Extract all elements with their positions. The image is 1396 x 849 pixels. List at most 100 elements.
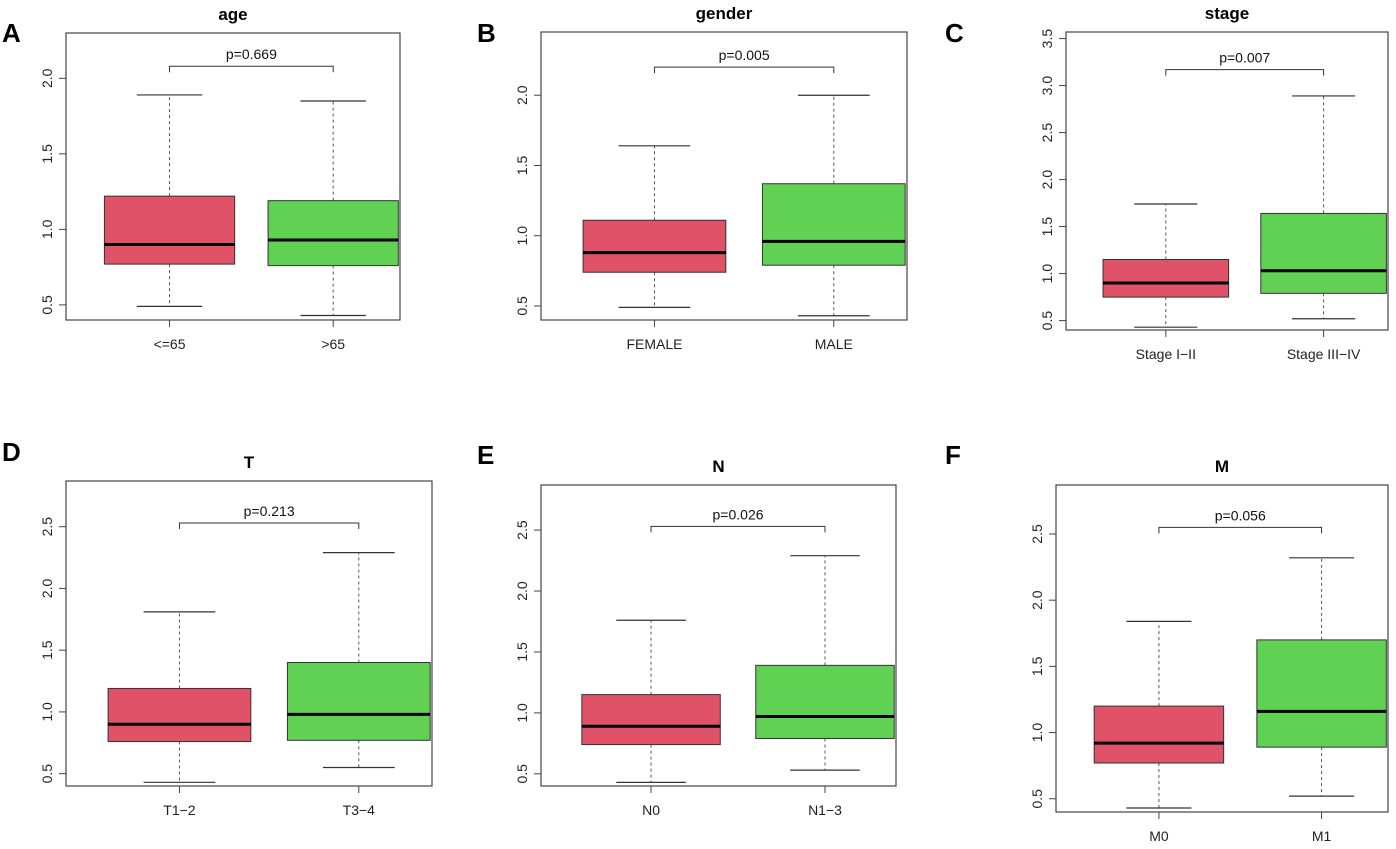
box-2 — [286, 552, 431, 769]
y-tick-label: 1.0 — [514, 226, 530, 246]
y-tick-label: 2.0 — [39, 68, 55, 88]
panel-e: E N 0.5 1.0 1.5 2.0 2.5 N0 N1−3 p=0.026 — [477, 440, 897, 818]
panel-letter: F — [945, 440, 961, 470]
x-tick-label: FEMALE — [626, 336, 682, 352]
box-2 — [761, 94, 906, 317]
pvalue-bracket — [653, 66, 835, 74]
x-tick-label: M0 — [1149, 828, 1169, 844]
y-tick-label: 0.5 — [1029, 789, 1045, 809]
y-tick-label: 2.0 — [39, 578, 55, 598]
y-tick-label: 2.0 — [514, 581, 530, 601]
box-1 — [581, 619, 721, 783]
x-tick-label: Stage I−II — [1136, 346, 1196, 362]
iqr-box — [107, 687, 252, 743]
x-tick-label: N0 — [642, 802, 660, 818]
iqr-box — [1102, 258, 1230, 298]
panel-letter: D — [2, 437, 21, 467]
y-tick-label: 2.5 — [39, 517, 55, 537]
chart-title: gender — [696, 4, 753, 23]
y-tick-label: 1.5 — [1039, 217, 1055, 237]
iqr-box — [581, 694, 721, 746]
iqr-box — [103, 195, 236, 265]
y-tick-label: 1.0 — [39, 702, 55, 722]
box-2 — [1256, 557, 1387, 797]
y-tick-label: 3.0 — [1039, 76, 1055, 96]
x-tick-label: >65 — [321, 336, 345, 352]
y-tick-label: 3.5 — [1039, 29, 1055, 49]
pvalue-label: p=0.007 — [1219, 50, 1270, 66]
iqr-box — [1260, 212, 1387, 294]
pvalue-label: p=0.669 — [226, 46, 277, 62]
pvalue-bracket — [178, 522, 360, 529]
pvalue-bracket — [650, 525, 826, 533]
pvalue-bracket — [169, 65, 334, 73]
y-tick-label: 2.0 — [1039, 170, 1055, 190]
pvalue-label: p=0.005 — [719, 47, 770, 63]
box-1 — [1093, 620, 1225, 809]
iqr-box — [267, 200, 399, 267]
plot-frame — [540, 31, 908, 321]
box-1 — [582, 145, 727, 308]
y-tick-label: 1.5 — [514, 642, 530, 662]
plot-frame — [1055, 484, 1389, 813]
iqr-box — [1093, 705, 1225, 764]
y-tick-label: 0.5 — [39, 295, 55, 315]
y-tick-label: 0.5 — [39, 764, 55, 784]
pvalue-label: p=0.056 — [1215, 507, 1266, 523]
y-tick-label: 2.0 — [514, 85, 530, 105]
y-tick-label: 2.0 — [1029, 590, 1045, 610]
y-tick-label: 1.5 — [1029, 656, 1045, 676]
box-1 — [103, 94, 236, 308]
x-tick-label: M1 — [1312, 828, 1332, 844]
y-tick-label: 0.5 — [1039, 311, 1055, 331]
plot-frame — [65, 32, 401, 321]
panel-letter: C — [945, 18, 964, 48]
pvalue-label: p=0.213 — [244, 503, 295, 519]
x-tick-label: <=65 — [154, 336, 186, 352]
panel-letter: A — [2, 18, 21, 48]
box-2 — [267, 100, 399, 317]
box-1 — [1102, 203, 1230, 328]
x-tick-label: MALE — [815, 336, 853, 352]
y-tick-label: 2.5 — [1029, 524, 1045, 544]
x-tick-label: Stage III−IV — [1287, 346, 1361, 362]
x-tick-label: T1−2 — [163, 802, 196, 818]
plot-frame — [540, 484, 897, 787]
y-tick-label: 1.0 — [514, 703, 530, 723]
y-tick-label: 1.0 — [1039, 264, 1055, 284]
y-tick-label: 1.5 — [39, 144, 55, 164]
box-2 — [1260, 95, 1387, 320]
iqr-box — [286, 662, 431, 741]
chart-title: T — [244, 453, 255, 472]
plot-frame — [65, 480, 433, 787]
pvalue-label: p=0.026 — [713, 506, 764, 522]
y-tick-label: 0.5 — [514, 764, 530, 784]
y-tick-label: 0.5 — [514, 296, 530, 316]
y-tick-label: 2.5 — [1039, 123, 1055, 143]
panel-letter: E — [477, 440, 494, 470]
y-tick-label: 1.5 — [514, 156, 530, 176]
iqr-box — [582, 219, 727, 273]
chart-title: N — [712, 457, 724, 476]
x-tick-label: N1−3 — [808, 802, 842, 818]
chart-title: stage — [1205, 4, 1249, 23]
y-tick-label: 1.5 — [39, 640, 55, 660]
plot-frame — [1065, 31, 1389, 331]
box-2 — [755, 555, 895, 771]
pvalue-bracket — [1158, 526, 1323, 534]
iqr-box — [755, 664, 895, 739]
box-1 — [107, 611, 252, 783]
pvalue-bracket — [1165, 69, 1325, 76]
y-tick-label: 1.0 — [39, 219, 55, 239]
x-tick-label: T3−4 — [343, 802, 376, 818]
iqr-box — [1256, 639, 1387, 748]
panel-d: D T 0.5 1.0 1.5 2.0 2.5 T1−2 T3−4 p=0.213 — [2, 437, 433, 818]
y-tick-label: 2.5 — [514, 520, 530, 540]
chart-title: M — [1215, 457, 1229, 476]
panel-letter: B — [477, 18, 496, 48]
chart-title: age — [218, 5, 247, 24]
panel-f: F M 0.5 1.0 1.5 2.0 2.5 M0 M1 p=0.056 — [945, 440, 1389, 844]
